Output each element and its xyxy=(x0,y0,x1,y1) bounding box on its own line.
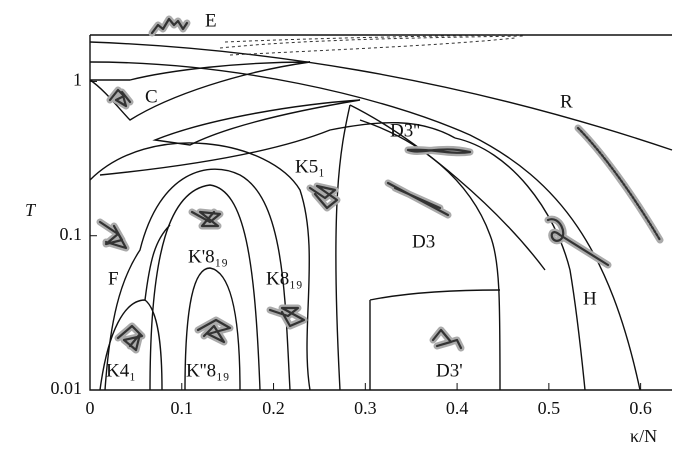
region-label: C xyxy=(145,86,158,107)
region-label: E xyxy=(205,10,217,31)
region-label: K5₁ xyxy=(295,156,325,177)
region-label: K''8₁₉ xyxy=(186,360,229,381)
x-tick-label: 0 xyxy=(86,398,95,418)
region-label: D3' xyxy=(436,360,463,381)
region-label: K8₁₉ xyxy=(266,268,302,289)
x-tick-label: 0.4 xyxy=(446,398,469,418)
region-label: D3 xyxy=(412,231,435,252)
region-label: R xyxy=(560,91,573,112)
region-label: F xyxy=(108,268,119,289)
y-tick-label: 0.01 xyxy=(51,378,83,398)
chart: E C R D3'' K5₁ D3 F K'8₁₉ K8₁₉ H K4₁ K''… xyxy=(0,0,673,453)
conformation-icons xyxy=(100,19,660,350)
phase-boundaries xyxy=(90,35,672,390)
region-label: K'8₁₉ xyxy=(188,246,228,267)
x-axis-label: κ/N xyxy=(630,426,657,446)
y-tick-label: 1 xyxy=(73,70,82,90)
y-tick-label: 0.1 xyxy=(60,224,83,244)
x-tick-label: 0.1 xyxy=(171,398,194,418)
x-tick-label: 0.6 xyxy=(629,398,652,418)
x-tick-label: 0.3 xyxy=(354,398,377,418)
region-label: K4₁ xyxy=(106,360,136,381)
x-tick-label: 0.5 xyxy=(538,398,561,418)
region-label: H xyxy=(583,288,597,309)
x-tick-label: 0.2 xyxy=(262,398,285,418)
y-axis-label: T xyxy=(25,200,37,220)
region-label: D3'' xyxy=(390,120,420,141)
